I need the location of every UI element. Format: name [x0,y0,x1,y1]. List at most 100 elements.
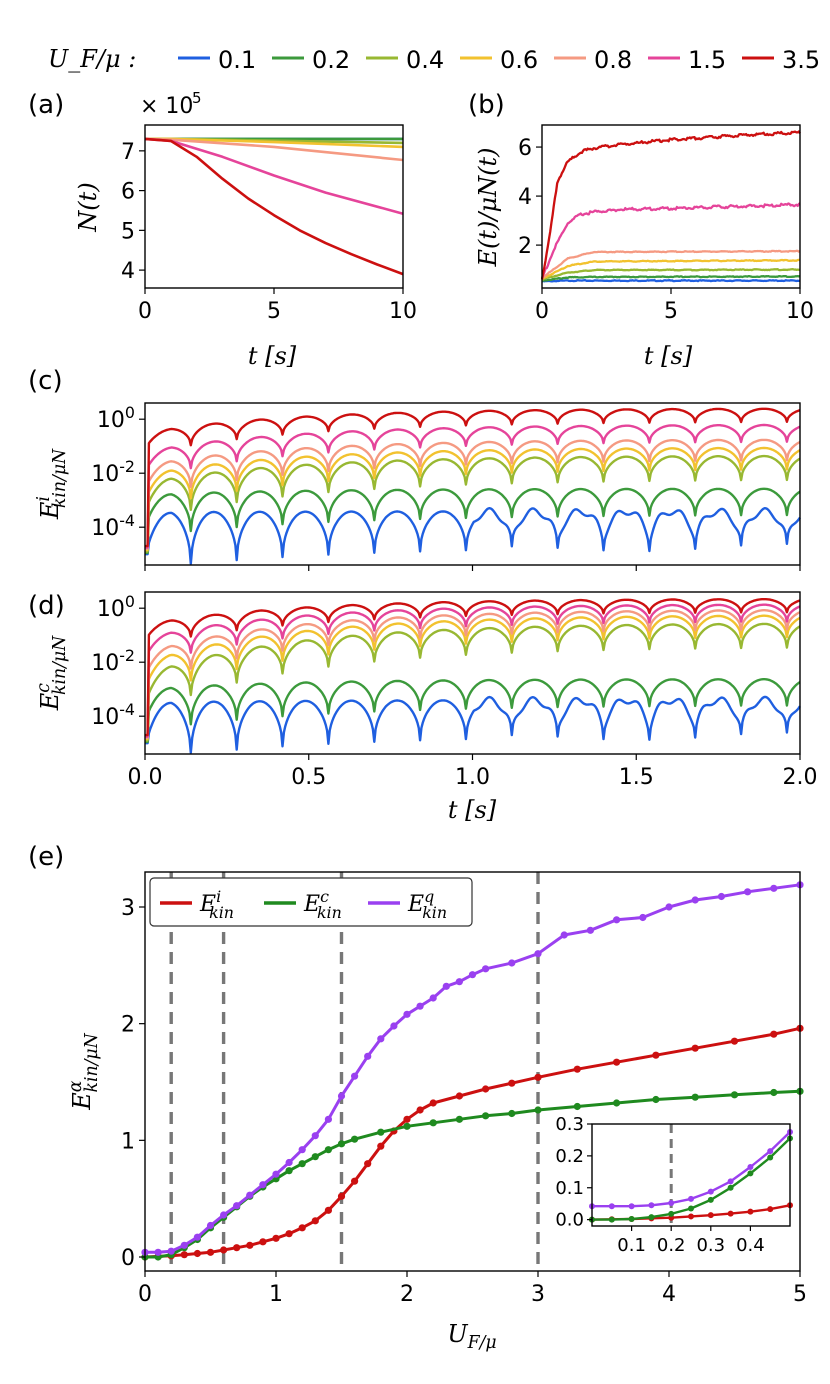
inset-data-point [688,1195,694,1202]
legend-item-0.1: 0.1 [178,46,256,74]
data-point [167,1247,175,1255]
data-point [259,1181,267,1189]
inset-data-point [727,1210,734,1217]
x-tick-label: 0 [138,299,152,324]
inset-data-point [648,1214,655,1221]
data-point [652,1095,660,1104]
plot-frame [144,871,801,1272]
series-line-0.1 [145,695,801,754]
inset-data-point [688,1213,694,1220]
data-point [442,982,450,990]
series-line [144,1026,801,1259]
legend-label: 0.6 [500,46,538,74]
data-point [377,1035,385,1043]
x-tick-label: 1 [269,1282,283,1307]
data-point [337,1092,346,1100]
data-point [455,1115,463,1123]
series-line-0.8 [541,249,801,280]
inset-data-point [628,1215,635,1222]
data-point [508,1109,516,1118]
legend-item-0.6: 0.6 [460,46,538,74]
inset-data-point [688,1205,694,1212]
legend-label: Ei kin [199,887,234,922]
series-line-0.2 [542,274,801,282]
x-tick-label: 5 [267,299,281,324]
inset-y-tick-label: 0.2 [555,1146,584,1167]
series-line-1.5 [540,202,801,279]
series-line-0.1 [541,279,801,283]
data-point [770,1088,778,1097]
data-point [259,1238,267,1246]
data-point [206,1248,215,1256]
x-tick-label: 10 [786,299,814,324]
panel-b-energy: (b) 0 5 10 2 4 6 E(t)/μN(t) t [s] [468,90,814,370]
svg-text:N(t): N(t) [74,182,102,232]
data-point [744,888,752,896]
data-point [154,1248,162,1256]
data-point [508,1079,516,1087]
data-point [691,896,699,904]
x-tick-label: 1.5 [619,765,654,790]
series-line-0.6 [145,614,801,741]
series-line-1.5 [145,423,801,549]
legend-item-0.2: 0.2 [272,46,350,74]
data-point [455,978,463,986]
y-tick-label: 7 [121,140,135,165]
inset-plot: 0.1 0.2 0.3 0.4 0.0 0.1 0.2 0.3 [555,1114,793,1256]
data-point [560,931,568,939]
data-point [364,1052,372,1060]
data-point [613,1099,621,1107]
x-axis-label: t [s] [448,796,497,824]
x-tick-label: 10 [389,299,417,324]
legend-label: 3.5 [782,46,820,74]
data-point [770,1030,778,1038]
inset-data-point [767,1154,774,1161]
data-point [403,1122,411,1130]
data-point [324,1146,332,1154]
legend-label: 0.8 [594,46,632,74]
legend-item-3.5: 3.5 [742,46,820,74]
data-point [377,1142,385,1150]
x-tick-label: 3 [531,1282,545,1307]
y-axis-label: Eckin/μN [34,635,70,711]
series-line-0.2 [145,678,801,744]
data-point [233,1202,241,1210]
data-point [403,1115,411,1123]
data-point [573,1065,581,1073]
inset-y-tick-label: 0.3 [555,1114,584,1135]
legend-label: 0.4 [406,46,444,74]
y-tick-label: 4 [121,259,135,284]
series-line-0.4 [145,454,801,553]
data-point [311,1153,319,1161]
data-point [508,959,516,967]
svg-text:Eckin/μN: Eckin/μN [34,635,70,711]
data-point [416,1106,424,1114]
data-point [351,1135,359,1143]
inset-data-point [707,1196,714,1203]
inset-y-tick-label: 0.0 [555,1210,584,1231]
panel-label: (c) [28,366,63,396]
x-tick-label: 1.0 [455,765,490,790]
legend-label: 0.1 [218,46,256,74]
series-line-3.5 [145,407,801,548]
x-tick-label: 0 [138,1282,152,1307]
data-point [429,994,437,1002]
legend-label: 1.5 [688,46,726,74]
x-tick-label: 0 [535,299,549,324]
y-tick-label: 3 [121,896,135,921]
y-axis-label: Eikin/μN [34,448,70,520]
data-point [246,1241,254,1249]
x-tick-label: 5 [793,1282,807,1307]
data-point [377,1128,385,1136]
inset-data-point [608,1203,615,1210]
data-point [180,1241,188,1249]
inset-data-point [727,1184,734,1191]
data-point [652,1051,660,1059]
x-tick-label: 4 [662,1282,676,1307]
svg-text:Eikin/μN: Eikin/μN [34,448,70,520]
data-point [180,1251,188,1259]
legend-item-0.4: 0.4 [366,46,444,74]
data-point [272,1234,280,1242]
y-multiplier: × 10 [140,94,193,119]
